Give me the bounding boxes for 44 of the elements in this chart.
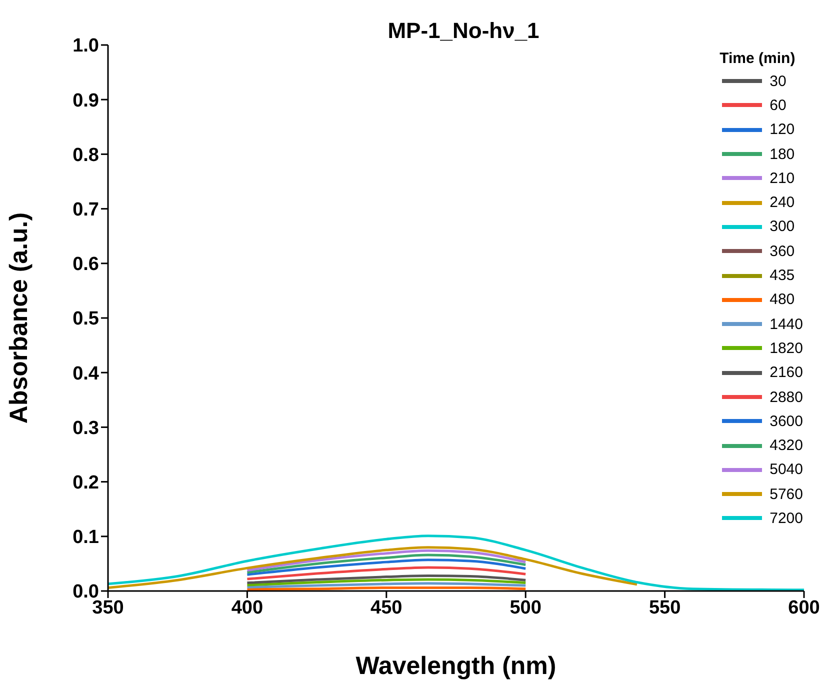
legend-label: 5760 [770,486,803,503]
legend-label: 300 [770,218,795,236]
chart-title: MP-1_No-hν_1 [386,18,540,44]
x-axis-title: Wavelength (nm) [356,652,556,680]
y-axis-title: Absorbance (a.u.) [4,212,33,424]
y-tick-label: 0.5 [72,308,100,330]
legend-label: 7200 [770,510,803,527]
legend-label: 60 [770,96,786,114]
x-tick-label: 600 [788,597,820,618]
y-tick-label: 0.7 [72,200,99,221]
legend-label: 1820 [770,340,803,357]
y-tick-label: 0.6 [72,254,99,276]
legend-label: 2160 [770,364,803,382]
x-tick-label: 450 [370,597,402,618]
line-series [246,574,527,584]
legend-label: 360 [770,242,795,260]
line-series [246,558,527,576]
y-tick-label: 0.9 [72,90,99,112]
legend-label: 435 [770,267,795,284]
legend-label: 2880 [770,388,803,406]
line-series [246,549,527,572]
line-series [246,566,527,580]
y-tick-label: 0.3 [72,418,99,439]
legend-label: 3600 [770,412,803,430]
legend-label: 120 [770,121,795,138]
y-tick-label: 0.4 [72,363,100,384]
legend-label: 5040 [770,461,803,478]
legend-label: 480 [770,291,795,308]
y-tick-label: 0.1 [72,527,100,548]
legend-label: 30 [770,72,786,90]
legend-label: 180 [770,146,795,163]
legend-label: 1440 [770,316,803,333]
y-tick-label: 0.2 [72,472,99,494]
legend-label: 240 [770,194,795,212]
legend-label: 210 [770,170,795,187]
line-series [108,546,638,589]
x-tick-label: 550 [648,597,681,618]
y-tick-label: 0.8 [72,144,99,166]
y-tick-label: 1.0 [72,36,99,57]
line-series [246,554,527,574]
x-tick-label: 400 [231,597,264,618]
legend-label: 4320 [770,437,803,454]
legend-title: Time (min) [720,50,796,67]
x-tick-label: 500 [510,597,542,618]
